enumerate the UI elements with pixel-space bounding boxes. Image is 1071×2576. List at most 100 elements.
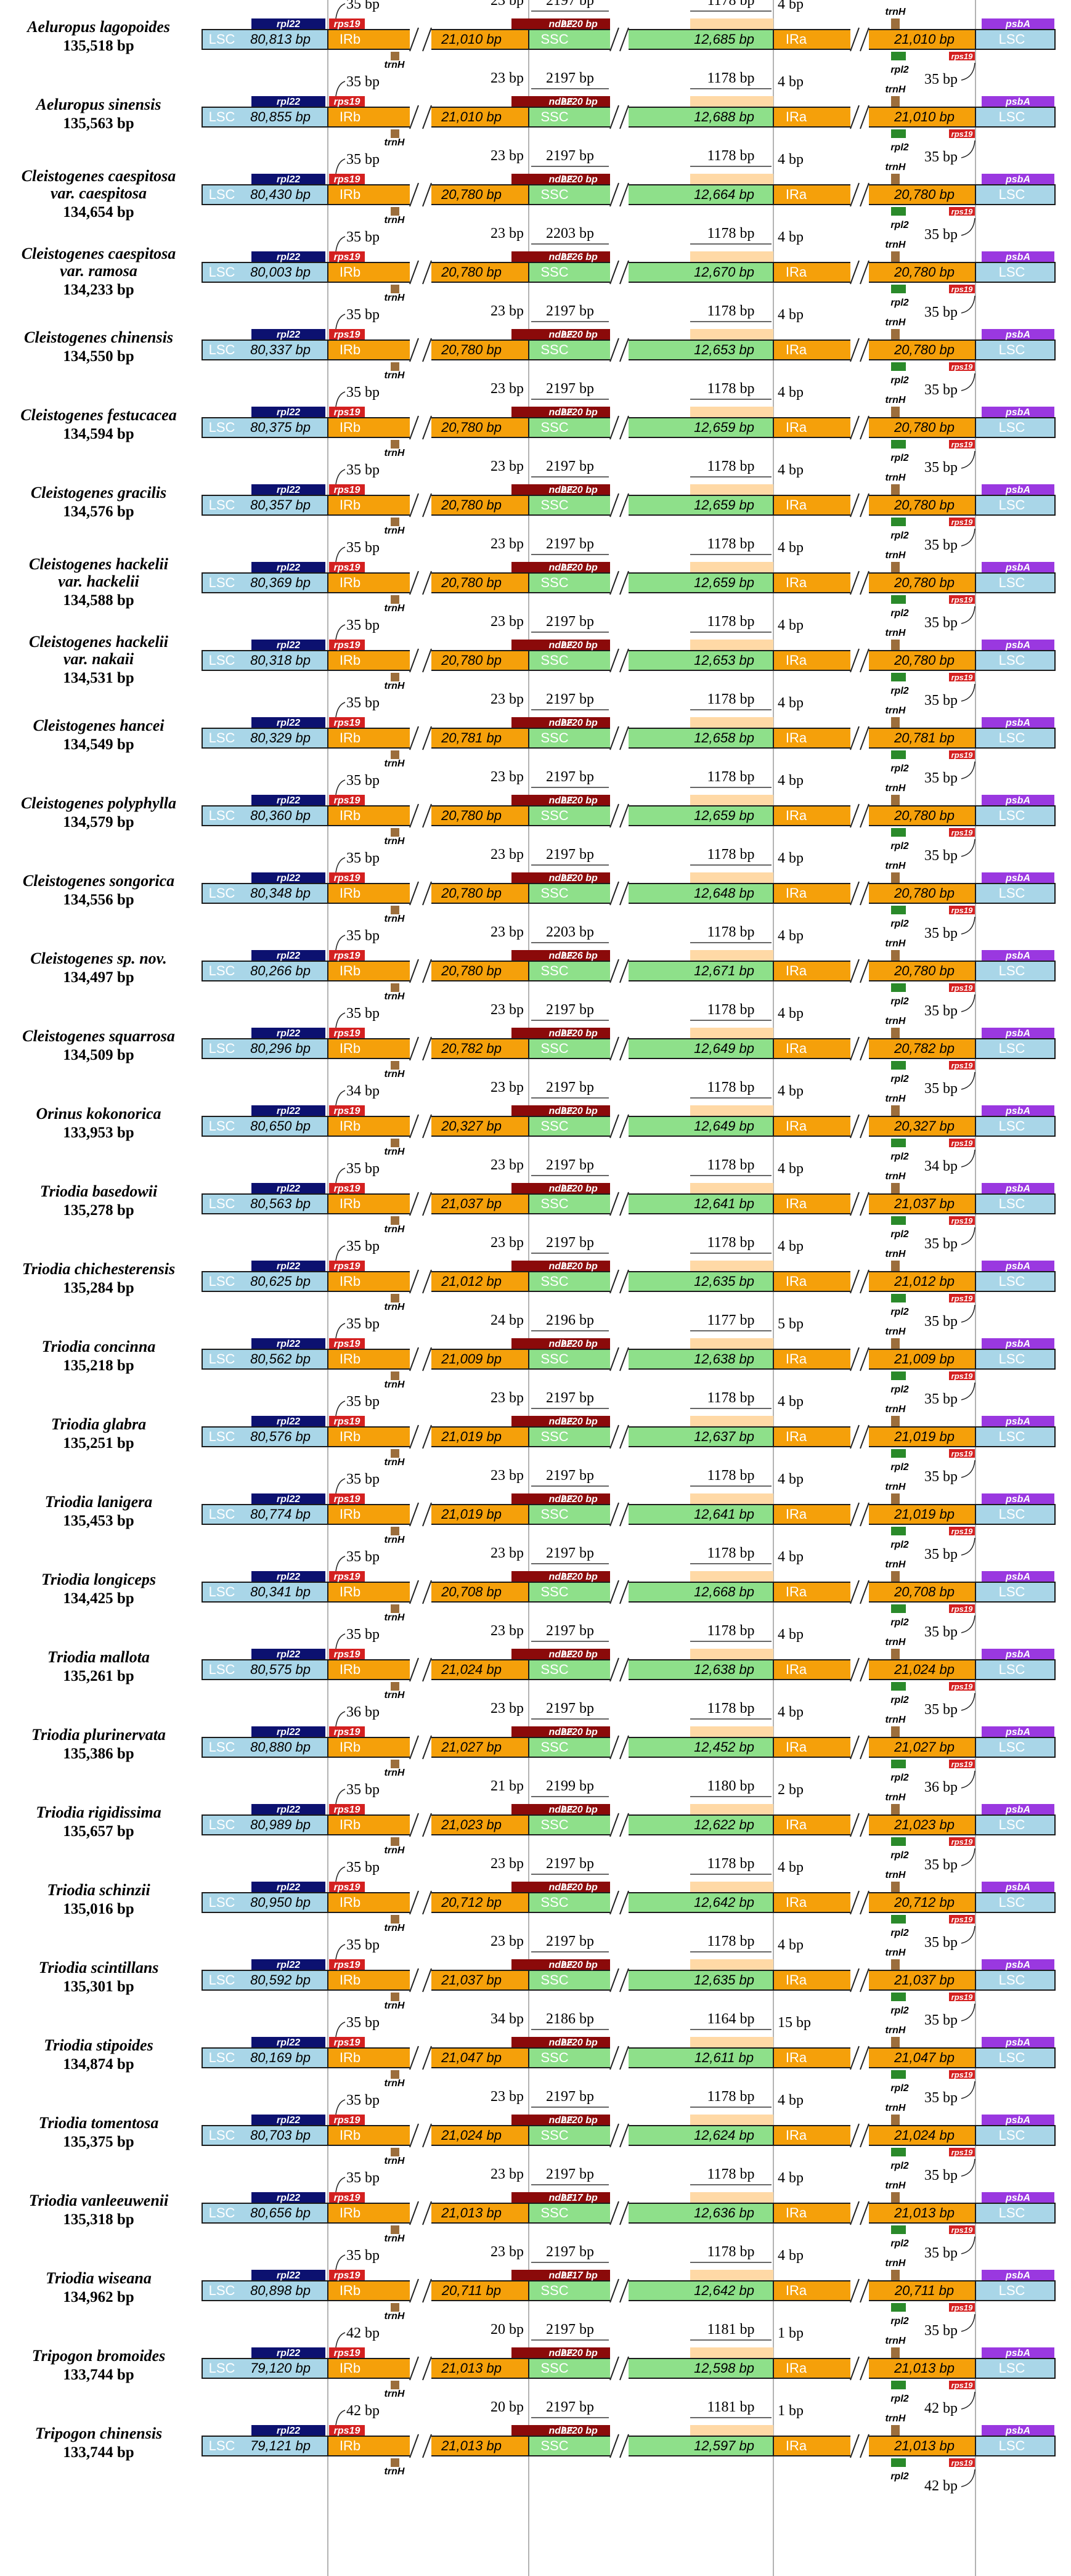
gene-trnh [391,828,399,837]
gene-rpl2 [891,1682,906,1691]
region-label: 80,575 bp [250,1662,311,1677]
region-label: SSC [540,1895,568,1910]
gene-ycf1 [690,717,773,728]
region-label: IRb [340,652,360,668]
region-label: 21,037 bp [894,1196,955,1211]
gene-label: rpl2 [890,2471,908,2482]
species-name: Triodia lanigera [45,1493,153,1511]
gene-trnh [391,1449,399,1458]
gene-label: rps19 [334,1727,360,1737]
gene-label: 2226 bp [560,951,598,961]
axis-break-mark [850,493,860,518]
region-label: IRb [340,2360,360,2376]
region-label: LSC [999,808,1025,823]
region-lsc [975,1116,1056,1137]
gene-rpl22 [251,1416,325,1426]
axis-break-mark [422,1424,432,1449]
bp-annotation: 1178 bp [707,769,754,785]
axis-break-mark [850,648,860,673]
region-label: 20,780 bp [894,652,955,668]
gene-rps19 [949,1216,975,1225]
gene-psba [982,1338,1054,1349]
region-label: 20,780 bp [894,963,955,978]
species-name: Triodia rigidissima [36,1803,161,1821]
axis-break-mark [609,1890,619,1915]
gene-label: psbA [1005,2426,1030,2436]
region-label: 21,037 bp [894,1972,955,1988]
region-ira [773,1970,976,1991]
species-name: var. caespitosa [51,184,147,202]
bp-annotation: 2197 bp [546,1079,594,1095]
axis-break-mark [619,415,629,440]
region-label: IRb [340,1506,360,1522]
region-label: LSC [999,1196,1025,1211]
gene-label: rps19 [334,795,360,806]
bp-annotation: 2197 bp [546,381,594,397]
axis-break-mark [409,571,419,595]
gene-psba [982,407,1054,417]
gene-label: trnH [886,2180,906,2191]
region-label: 80,950 bp [250,1895,311,1910]
gene-label: rpl22 [277,1649,300,1660]
region-label: LSC [999,1739,1025,1755]
gene-rps19 [329,407,365,417]
axis-break-mark [860,1192,869,1216]
bp-annotation: 23 bp [491,1700,524,1717]
callout-curve [335,2021,346,2038]
gene-rps19 [949,1604,975,1613]
bp-annotation: 42 bp [346,2325,380,2341]
gene-rps19 [949,828,975,837]
gene-ndhf [511,1493,610,1504]
region-ira [773,1814,976,1835]
bp-annotation: 35 bp [924,2245,958,2261]
gene-label: rpl2 [890,2083,908,2094]
gene-trnh [391,1993,399,2001]
region-ira [773,2358,976,2379]
axis-break [850,805,869,826]
gene-label: trnH [886,395,906,405]
region-label: 20,780 bp [441,497,502,513]
bp-annotation: 35 bp [346,2015,380,2031]
gene-label: trnH [385,60,405,70]
region-label: IRa [786,420,807,435]
axis-break-mark [409,1657,419,1682]
region-label: LSC [999,497,1025,513]
gene-label: rps19 [334,2348,360,2359]
bp-annotation: 1178 bp [707,1235,754,1251]
gene-psba [982,1882,1054,1892]
region-label: IRb [340,1895,360,1910]
region-label: IRb [340,1196,360,1211]
axis-break [850,1659,869,1680]
gene-psba [982,1105,1054,1116]
bp-annotation: 23 bp [491,1390,524,1406]
axis-break-mark [609,2123,619,2148]
region-label: LSC [209,1662,235,1677]
region-lsc [202,1426,328,1447]
region-ssc [528,107,774,128]
gene-trnh [391,129,399,138]
region-label: SSC [540,1118,568,1134]
axis-break-mark [409,2123,419,2148]
bp-annotation: 5 bp [778,1316,804,1332]
gene-trnh [891,1649,900,1659]
bp-annotation: 34 bp [491,2011,524,2027]
region-label: 21,009 bp [441,1351,502,1367]
region-lsc [202,1659,328,1680]
bp-annotation: 4 bp [778,1704,804,1720]
region-label: IRa [786,2127,807,2143]
callout-curve [961,217,975,236]
bp-annotation: 1178 bp [707,1700,754,1717]
axis-break [850,2203,869,2224]
axis-break-mark [422,648,432,673]
axis-break-mark [422,260,432,285]
region-label: IRa [786,808,807,823]
gene-label: rps19 [951,440,973,449]
axis-break [850,1892,869,1913]
region-label: 12,668 bp [694,1584,754,1599]
axis-break-mark [609,1036,619,1061]
gene-rpl22 [251,1493,325,1504]
region-label: IRa [786,1041,807,1056]
species-name: Cleistogenes squarrosa [22,1027,175,1045]
region-ssc [528,1659,774,1680]
gene-ycf1 [690,96,773,107]
